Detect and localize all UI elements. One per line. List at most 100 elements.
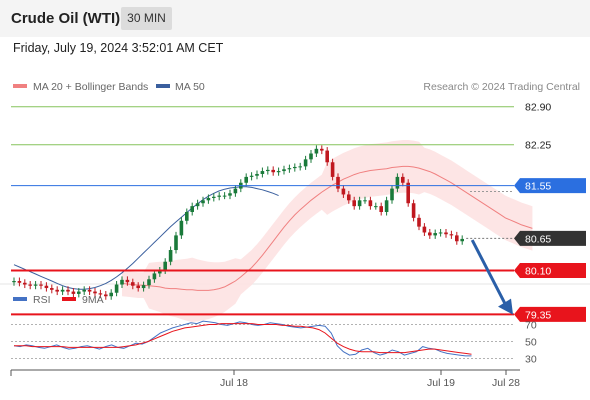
rsi-tick-label-70: 70 (525, 320, 537, 332)
candle-body (363, 200, 367, 202)
candle-body (44, 285, 49, 289)
forecast-arrow-head (498, 298, 513, 315)
candle-body (147, 279, 151, 286)
candle-body (266, 169, 270, 172)
candle-body (444, 232, 448, 235)
candle-body (303, 159, 308, 167)
candle-body (23, 282, 27, 285)
candle-body (152, 273, 157, 280)
moving-averages (13, 165, 533, 291)
candle-body (395, 176, 400, 189)
candle-body (163, 261, 167, 271)
rsi-panel: 70 50 30 (11, 320, 537, 366)
candle-body (282, 169, 286, 172)
candle-body (120, 279, 124, 285)
candle-body (98, 293, 103, 295)
candle-body (233, 188, 238, 194)
candle-body (244, 176, 248, 183)
rsi-ma-line (14, 323, 472, 355)
candle-body (449, 234, 454, 236)
rsi-line (13, 320, 472, 357)
candle-body (374, 206, 378, 208)
ma20-legend-swatch (13, 84, 27, 88)
x-tick-label: Jul 19 (427, 377, 455, 389)
candle-body (390, 188, 394, 201)
candle-body (455, 235, 459, 242)
candle-body (460, 238, 464, 242)
ma50-line (13, 186, 279, 290)
candle-body (379, 206, 383, 212)
candle-body (222, 195, 227, 197)
candle-body (347, 194, 351, 201)
candle-body (255, 173, 259, 176)
level-label-80.65: 80.65 (525, 233, 551, 245)
candle-body (401, 176, 405, 183)
candle-body (298, 166, 302, 168)
header-bar: Crude Oil (WTI) 30 MIN (0, 0, 590, 37)
x-tick-label: Jul 28 (492, 377, 520, 389)
candle-body (325, 150, 329, 163)
candle-body (438, 232, 443, 234)
candle-body (71, 291, 76, 294)
candle-body (104, 294, 108, 297)
candle-body (341, 188, 346, 195)
ma20-legend-label: MA 20 + Bollinger Bands (33, 81, 148, 93)
ma50-legend-swatch (156, 84, 170, 88)
level-tag-80.10 (514, 263, 586, 278)
candle-body (66, 289, 70, 292)
candle-body (422, 226, 427, 233)
candle-body (314, 148, 319, 154)
ma20-line (121, 165, 533, 291)
candle-body (368, 200, 373, 207)
candle-body (428, 232, 432, 236)
candle-body (195, 203, 200, 207)
level-label-81.55: 81.55 (525, 181, 551, 193)
candle-body (271, 169, 275, 173)
candle-body (141, 285, 146, 289)
level-tag-80.65 (514, 230, 586, 246)
candle-body (87, 289, 92, 292)
candle-body (212, 196, 216, 198)
candle-body (276, 171, 281, 173)
rsi-tick-label-50: 50 (525, 337, 537, 349)
rsi-legend-swatch (13, 297, 27, 301)
bollinger-bands (122, 140, 533, 322)
candle-body (55, 289, 59, 292)
instrument-title: Crude Oil (WTI) (11, 10, 121, 27)
candle-body (17, 281, 22, 283)
level-label-82.90: 82.90 (525, 102, 551, 114)
candle-body (12, 281, 16, 283)
price-levels: 82.90 82.25 81.55 80.65 80.10 79.35 (11, 102, 586, 322)
candle-body (60, 289, 65, 292)
candle-body (228, 193, 232, 196)
candle-body (33, 284, 38, 286)
candle-body (50, 288, 54, 290)
candle-body (168, 250, 173, 262)
candle-body (131, 282, 135, 286)
candle-body (206, 197, 211, 201)
timeframe-button[interactable]: 30 MIN (121, 7, 172, 30)
rsi-ma-legend-swatch (62, 297, 76, 301)
rsi-tick-label-30: 30 (525, 354, 537, 366)
candle-body (217, 195, 221, 197)
candle-body (287, 168, 292, 170)
level-label-80.10: 80.10 (525, 266, 551, 278)
level-tag-81.55 (514, 178, 586, 194)
copyright-note: Research © 2024 Trading Central (423, 81, 580, 93)
candle-body (77, 291, 81, 294)
level-label-79.35: 79.35 (525, 309, 551, 321)
candle-body (109, 292, 113, 297)
x-tick-label: Jul 18 (220, 377, 248, 389)
candle-body (179, 220, 184, 236)
candle-body (136, 285, 140, 289)
candle-body (384, 200, 389, 212)
candle-body (336, 176, 340, 189)
forecast-arrow-shaft (470, 239, 508, 307)
rsi-legend-label: RSI (33, 294, 51, 306)
candle-body (309, 153, 313, 160)
candle-body (125, 279, 130, 283)
candle-body (249, 175, 254, 177)
candle-body (433, 233, 437, 236)
candle-body (28, 284, 32, 286)
